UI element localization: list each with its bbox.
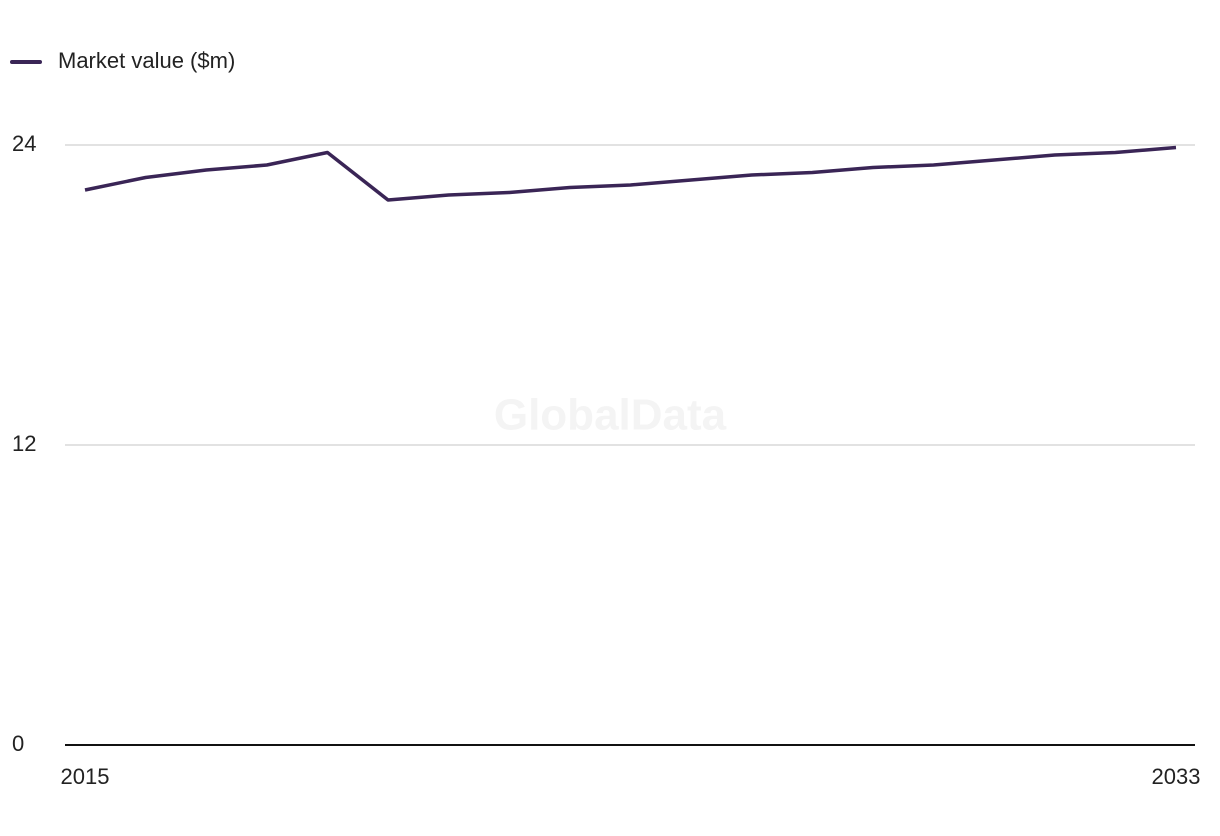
x-tick-label: 2015 <box>61 764 110 789</box>
x-tick-label: 2033 <box>1152 764 1201 789</box>
legend-label: Market value ($m) <box>58 48 235 73</box>
y-tick-label: 0 <box>12 731 24 756</box>
watermark: GlobalData <box>494 391 727 440</box>
y-tick-label: 12 <box>12 431 36 456</box>
y-tick-label: 24 <box>12 131 36 156</box>
line <box>84 145 1177 202</box>
